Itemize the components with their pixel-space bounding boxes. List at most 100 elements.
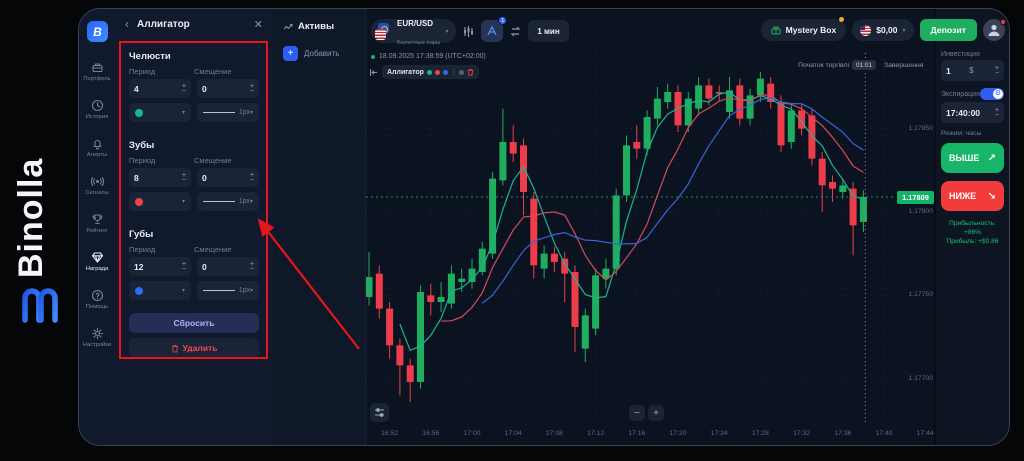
color-select[interactable]: ▾: [129, 281, 191, 300]
line-width-select[interactable]: 1px ▾: [197, 192, 259, 211]
chevron-down-icon: ▾: [249, 199, 253, 205]
sidebar-item-3[interactable]: Алерты: [79, 137, 115, 158]
avatar[interactable]: [983, 19, 1006, 41]
period-input[interactable]: 4 + −: [129, 79, 191, 98]
mode-text: Режим: часы: [941, 130, 982, 137]
back-icon[interactable]: ‹: [125, 17, 129, 31]
binolla-logo-icon: [22, 288, 58, 323]
app-logo-icon[interactable]: B: [87, 21, 108, 42]
time-tick: 17:36: [834, 430, 852, 437]
plus-icon: +: [283, 46, 298, 61]
currency-symbol: $: [969, 66, 974, 75]
period-input[interactable]: 8 + −: [129, 168, 191, 187]
offset-stepper[interactable]: + −: [249, 171, 254, 184]
price-tick: 1.17850: [908, 124, 933, 132]
period-stepper[interactable]: + −: [181, 260, 186, 273]
interval-selector[interactable]: 1 мин: [528, 20, 569, 42]
mystery-box-button[interactable]: Mystery Box: [760, 17, 847, 41]
offset-stepper[interactable]: + −: [249, 260, 254, 273]
arrow-up-right-icon: ↗: [987, 152, 996, 164]
period-input[interactable]: 12 + −: [129, 257, 191, 276]
investment-stepper[interactable]: + −: [994, 64, 999, 77]
higher-button[interactable]: ВЫШЕ ↗: [941, 143, 1004, 173]
zoom-in-button[interactable]: +: [648, 405, 664, 421]
assets-title: Активы: [298, 21, 335, 32]
price-tick: 1.17800: [908, 208, 933, 215]
brand-name: Binolla: [12, 157, 50, 278]
zoom-out-button[interactable]: −: [629, 405, 645, 421]
chart-area[interactable]: 16:52 16:56 17:00 17:04 17:08 17:12 17:16 17:20…: [366, 9, 936, 445]
chevron-down-icon: ▾: [181, 199, 185, 205]
assets-panel: Активы + Добавить: [273, 9, 366, 445]
investment-input[interactable]: 1 $ + −: [941, 60, 1004, 81]
time-tick: 17:32: [793, 430, 811, 437]
line-width-select[interactable]: 1px ▾: [197, 103, 259, 122]
compare-icon[interactable]: [509, 25, 522, 38]
chart-settings-button[interactable]: [370, 403, 389, 422]
price-tick: 1.17750: [908, 291, 933, 299]
sidebar-item-1[interactable]: Портфель: [79, 61, 115, 82]
lower-button[interactable]: НИЖЕ ↘: [941, 181, 1004, 211]
balance-selector[interactable]: $0,00 ▾: [852, 19, 914, 41]
offset-stepper[interactable]: + −: [249, 82, 254, 95]
line-width-select[interactable]: 1px ▾: [197, 281, 259, 300]
us-flag-icon: [860, 24, 872, 36]
delete-button[interactable]: Удалить: [129, 338, 259, 358]
sidebar-item-6[interactable]: Награда: [79, 251, 115, 272]
period-stepper[interactable]: + −: [181, 82, 186, 95]
section-Челюсти: Челюсти Период Смещение 4 + −0 + − ▾ 1px ▾: [115, 51, 273, 122]
branding-strip: Binolla: [0, 0, 78, 461]
profit-info: Прибыльность: +86% Прибыль: +$0,86: [941, 219, 1004, 246]
current-price-badge: 1.17809: [897, 190, 934, 204]
sidebar-item-4[interactable]: Сигналы: [79, 175, 115, 196]
add-asset-button[interactable]: + Добавить: [283, 46, 365, 61]
offset-input[interactable]: 0 + −: [197, 168, 259, 187]
offset-input[interactable]: 0 + −: [197, 79, 259, 98]
chip-trash-icon[interactable]: [467, 68, 474, 76]
chart-toolbar: EUR/USD Валютные пары ▾ 1 1 мин: [371, 16, 569, 46]
color-select[interactable]: ▾: [129, 192, 191, 211]
indicator-settings-dot-icon[interactable]: [458, 69, 464, 75]
indicators-button[interactable]: 1: [481, 16, 508, 42]
time-tick: 17:12: [587, 430, 605, 437]
time-tick: 17:04: [504, 430, 522, 437]
lips-color-dot: [442, 69, 448, 75]
indicator-count-badge: 1: [498, 16, 508, 25]
assets-icon: [283, 23, 293, 29]
reset-button[interactable]: Сбросить: [129, 313, 259, 333]
close-icon[interactable]: ✕: [253, 18, 263, 31]
period-stepper[interactable]: + −: [181, 171, 186, 184]
time-tick: 17:40: [875, 430, 893, 437]
chart-type-icon[interactable]: [462, 25, 475, 38]
time-tick: 17:24: [710, 430, 728, 437]
sidebar-item-2[interactable]: История: [79, 99, 115, 120]
sidebar-item-7[interactable]: Помощь: [79, 289, 115, 310]
profit-text: Прибыль: +$0,86: [946, 238, 999, 245]
teeth-color-dot: [434, 69, 440, 75]
section-title: Губы: [129, 229, 154, 240]
offset-input[interactable]: 0 + −: [197, 257, 259, 276]
collapse-left-icon[interactable]: [369, 68, 378, 77]
currency-flags-icon: [375, 22, 392, 40]
expiration-input[interactable]: 17:40:00 + −: [941, 102, 1004, 123]
jaw-color-dot: [426, 69, 432, 75]
profitability-text: Прибыльность: +86%: [949, 220, 996, 236]
asset-selector[interactable]: EUR/USD Валютные пары ▾: [371, 19, 457, 46]
gift-icon: [771, 26, 781, 35]
section-title: Челюсти: [129, 51, 171, 62]
indicator-chip-row: Аллигатор: [369, 65, 479, 79]
time-tick: 17:44: [916, 430, 934, 437]
sidebar-item-8[interactable]: Настройки: [79, 327, 115, 348]
signal-icon: [90, 176, 104, 187]
briefcase-icon: [91, 63, 103, 73]
alligator-chip[interactable]: Аллигатор: [382, 65, 479, 79]
deposit-button[interactable]: Депозит: [919, 19, 977, 41]
account-bar: Mystery Box $0,00 ▾ Депозит: [760, 17, 1006, 41]
sidebar-item-5[interactable]: Рейтинг: [79, 213, 115, 234]
section-Зубы: Зубы Период Смещение 8 + −0 + − ▾ 1px ▾: [115, 140, 273, 211]
color-select[interactable]: ▾: [129, 103, 191, 122]
expiration-toggle[interactable]: [980, 88, 1004, 100]
chevron-down-icon: ▾: [181, 288, 185, 294]
expiration-stepper[interactable]: + −: [994, 106, 999, 119]
